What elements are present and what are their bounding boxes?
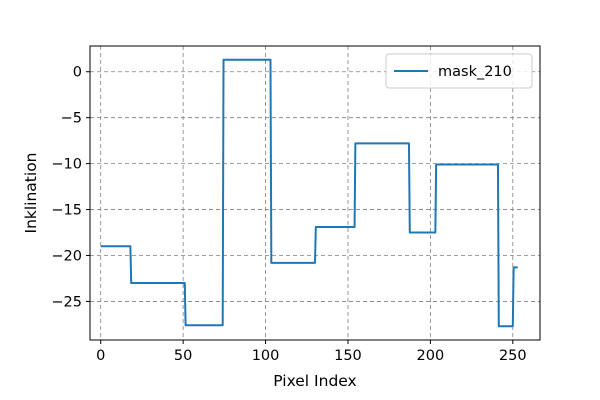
y-tick-label: −20 [51,248,82,264]
x-tick-label: 200 [417,348,445,364]
legend: mask_210 [385,53,533,89]
x-tick-label: 250 [499,348,527,364]
legend-box [385,53,533,89]
x-tick-label: 100 [252,348,280,364]
series-line [100,58,518,328]
x-axis-label: Pixel Index [273,372,356,390]
x-tick-label: 150 [334,348,362,364]
plot-area [100,58,518,328]
y-tick-label: −15 [51,203,82,219]
y-axis-label: Inklination [22,153,40,234]
x-tick-label: 0 [96,348,105,364]
x-tick-label: 50 [174,348,192,364]
axes-frame [89,45,541,341]
y-tick-label: −10 [51,157,82,173]
ticks: 0 50 100 150 200 250 0 −5 −10 −15 −20 −25 [51,65,526,364]
y-tick-label: −5 [61,111,82,127]
y-tick-label: −25 [51,294,82,310]
legend-label: mask_210 [438,64,512,80]
y-tick-label: 0 [73,65,82,81]
